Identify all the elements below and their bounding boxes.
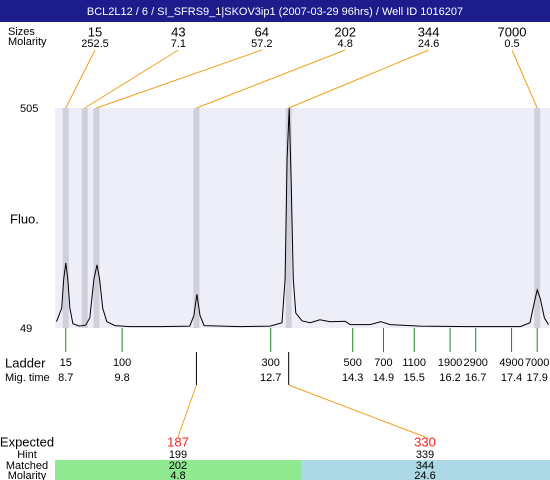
hint-value: 199: [169, 449, 187, 461]
header-title: BCL2L12 / 6 / SI_SFRS9_1|SKOV3ip1 (2007-…: [87, 6, 463, 18]
ladder-size: 300: [262, 357, 280, 369]
peak-band: [193, 108, 200, 328]
peak-band: [534, 108, 541, 328]
ladder-time: 12.7: [260, 372, 281, 384]
peak-pointer: [196, 49, 346, 109]
peak-size: 15: [88, 24, 102, 39]
molarity-value: 4.8: [170, 470, 185, 480]
ladder-time: 17.4: [501, 372, 522, 384]
trace: [56, 107, 549, 328]
plot-area: [55, 108, 550, 328]
ladder-size: 2900: [463, 357, 487, 369]
peak-size: 7000: [498, 24, 527, 39]
expected-value: 330: [414, 434, 436, 449]
ladder-time: 9.8: [114, 372, 129, 384]
y-tick-label: 49: [20, 323, 32, 335]
expected-pointer: [288, 384, 426, 438]
peak-band: [62, 108, 69, 328]
matched-value: 202: [169, 460, 187, 472]
peak-pointer: [511, 49, 538, 109]
peak-size: 43: [171, 24, 185, 39]
ladder-size: 1900: [438, 357, 462, 369]
y-axis-label: Fluo.: [10, 211, 39, 226]
ladder-time: 17.9: [526, 372, 547, 384]
peak-molarity: 4.8: [338, 38, 353, 50]
mig-time-label: Mig. time: [5, 372, 50, 384]
ladder-time: 15.5: [403, 372, 424, 384]
molarity-value: 24.6: [414, 470, 435, 480]
ladder-time: 16.2: [439, 372, 460, 384]
peak-size: 64: [255, 24, 269, 39]
hint-label: Hint: [17, 449, 37, 461]
expected-value: 187: [167, 434, 189, 449]
matched-label: Matched: [6, 460, 48, 472]
expected-label: Expected: [0, 434, 54, 449]
peak-band: [93, 108, 100, 328]
peak-pointer: [65, 49, 96, 109]
peak-band: [81, 108, 88, 328]
peak-molarity: 57.2: [251, 38, 272, 50]
molarity-label: Molarity: [8, 470, 47, 480]
matched-value: 344: [416, 460, 434, 472]
peak-molarity: 0.5: [504, 38, 519, 50]
expected-pointer: [177, 384, 197, 438]
hint-value: 339: [416, 449, 434, 461]
ladder-time: 8.7: [58, 372, 73, 384]
peak-pointer: [288, 49, 429, 109]
peak-pointer: [84, 49, 179, 109]
matched-bar: [55, 460, 301, 480]
ladder-size: 4900: [499, 357, 523, 369]
ladder-time: 14.3: [342, 372, 363, 384]
peak-pointer: [96, 49, 262, 109]
header-bar: [0, 0, 550, 22]
ladder-size: 15: [60, 357, 72, 369]
peak-molarity: 24.6: [418, 38, 439, 50]
ladder-time: 14.9: [373, 372, 394, 384]
y-tick-label: 505: [20, 103, 38, 115]
ladder-size: 700: [374, 357, 392, 369]
peak-band: [285, 108, 292, 328]
peak-size: 202: [334, 24, 356, 39]
ladder-size: 7000: [525, 357, 549, 369]
ladder-size: 100: [113, 357, 131, 369]
peak-size: 344: [418, 24, 440, 39]
ladder-label: Ladder: [5, 355, 46, 370]
ladder-size: 1100: [402, 357, 426, 369]
peak-molarity-label: Molarity: [8, 36, 47, 48]
ladder-size: 500: [344, 357, 362, 369]
ladder-time: 16.7: [465, 372, 486, 384]
matched-bar: [301, 460, 550, 480]
peak-size-label: Sizes: [8, 26, 35, 38]
peak-molarity: 252.5: [81, 38, 109, 50]
peak-molarity: 7.1: [171, 38, 186, 50]
